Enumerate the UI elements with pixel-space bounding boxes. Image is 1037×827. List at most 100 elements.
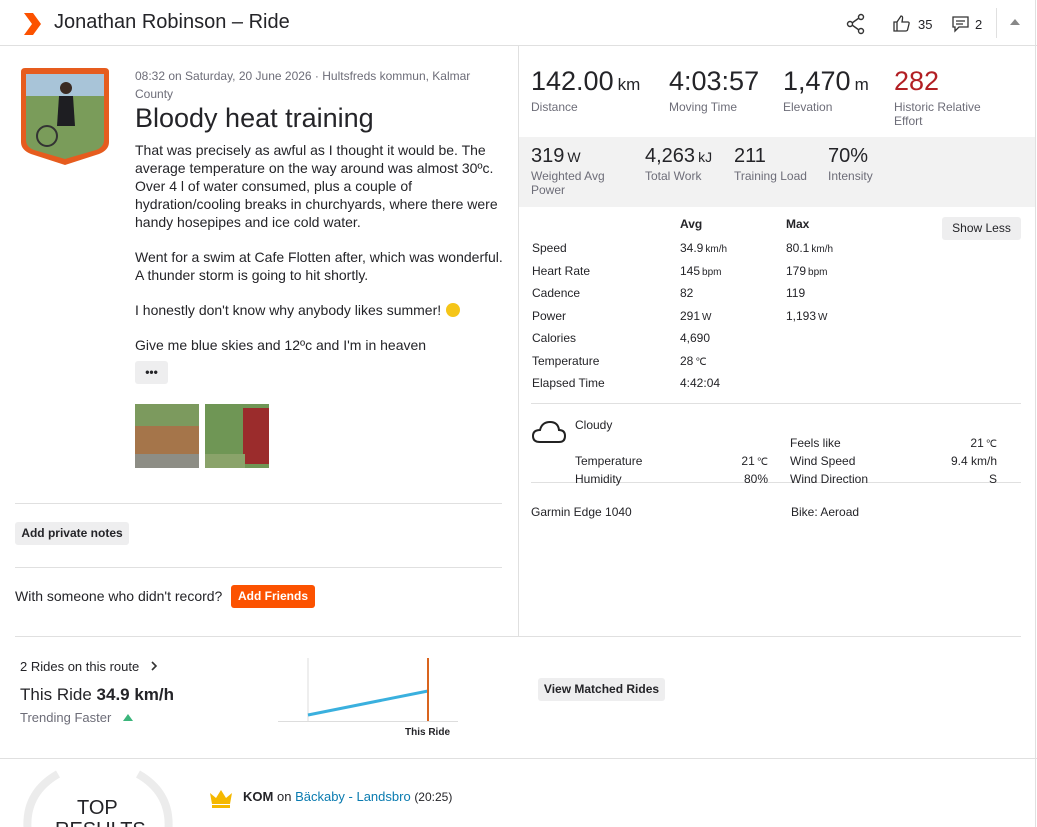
stat-label: Moving Time <box>669 100 738 114</box>
result-time: (20:25) <box>414 790 453 804</box>
athlete-avatar[interactable] <box>19 66 111 166</box>
detail-label: Elapsed Time <box>532 376 605 390</box>
comment-count[interactable]: 2 <box>975 17 983 32</box>
result-row: KOM on Bäckaby - Landsbro (20:25) <box>243 789 452 804</box>
segment-link[interactable]: Bäckaby - Landsbro <box>295 789 411 804</box>
detail-max: 1,193 W <box>786 309 827 323</box>
weather-value: S <box>989 472 997 486</box>
stat-number: 282 <box>894 66 940 96</box>
secondary-stats-band <box>519 137 1035 207</box>
weather-unit: ℃ <box>756 457 768 468</box>
divider <box>531 482 1021 483</box>
detail-label: Calories <box>532 331 577 345</box>
more-button[interactable]: ••• <box>135 361 168 384</box>
route-count[interactable]: 2 Rides on this route <box>20 659 140 674</box>
photos[interactable] <box>135 404 270 469</box>
detail-unit: W <box>818 311 828 323</box>
weather-value: 21 ℃ <box>741 454 768 468</box>
stat-value: 4:03:57 <box>669 66 759 97</box>
weather-number: S <box>988 472 997 486</box>
detail-label: Power <box>532 308 567 323</box>
detail-max: 119 <box>786 286 805 300</box>
stat-value: 4,263 kJ <box>645 145 712 168</box>
page-edge <box>1035 0 1036 827</box>
collapse-caret[interactable] <box>1010 18 1020 26</box>
toggle-button[interactable]: Show Less <box>942 217 1021 240</box>
detail-value: 82 <box>680 286 694 300</box>
stat-number: 4:03:57 <box>669 66 760 96</box>
detail-value: 4:42:04 <box>680 376 721 390</box>
detail-unit: bpm <box>702 266 722 278</box>
stat-value: 142.00 km <box>531 66 640 97</box>
trend-arrow <box>123 714 133 721</box>
bike: Bike: Aeroad <box>791 505 860 519</box>
detail-value: 4,690 <box>680 331 711 345</box>
emoji <box>446 303 461 317</box>
divider <box>531 403 1021 404</box>
stat-label: Distance <box>531 100 578 114</box>
kudos-count[interactable]: 35 <box>918 17 933 32</box>
stat-number: 142.00 <box>531 66 614 96</box>
detail-value: 145 <box>680 263 701 278</box>
detail-unit: km/h <box>705 244 728 255</box>
avg-header: Avg <box>680 217 703 231</box>
detail-avg: 82 <box>680 286 693 300</box>
description-paragraph: Went for a swim at Cafe Flotten after, w… <box>135 249 503 283</box>
detail-unit: bpm <box>808 266 828 278</box>
description-paragraph: I honestly don't know why anybody likes … <box>135 301 505 319</box>
stat-number: 211 <box>734 145 766 167</box>
matched-rides-button[interactable]: View Matched Rides <box>538 678 665 701</box>
weather-unit: ℃ <box>985 439 997 450</box>
detail-value: 1,193 <box>786 308 817 323</box>
this-ride-value: 34.9 km/h <box>96 685 175 704</box>
activity-meta: 08:32 on Saturday, 20 June 2026 · Hultsf… <box>135 69 471 101</box>
achievement: KOM <box>243 789 274 804</box>
detail-max: 179 bpm <box>786 264 827 278</box>
weather-condition: Cloudy <box>575 418 613 432</box>
private-notes-button[interactable]: Add private notes <box>15 522 129 545</box>
add-friends-button[interactable]: Add Friends <box>231 585 315 608</box>
weather-number: 80% <box>743 472 768 486</box>
stat-value: 319 W <box>531 145 581 168</box>
this-ride: This Ride 34.9 km/h <box>20 685 174 705</box>
stat-value: 211 <box>734 145 766 168</box>
description-paragraph: Give me blue skies and 12ºc and I'm in h… <box>135 337 427 353</box>
with-someone-text: With someone who didn't record? <box>15 588 223 604</box>
logo[interactable] <box>22 13 42 35</box>
stat-label: Historic Relative Effort <box>894 100 981 128</box>
weather-value: 21 ℃ <box>970 436 997 450</box>
crown-icon <box>210 790 232 808</box>
kudos-icon[interactable] <box>892 14 912 34</box>
detail-label: Speed <box>532 241 567 255</box>
detail-avg: 34.9 km/h <box>680 241 727 255</box>
detail-avg: 28 ℃ <box>680 354 707 368</box>
detail-label: Temperature <box>532 353 600 368</box>
activity-description: That was precisely as awful as I thought… <box>135 141 505 354</box>
stat-value: 70% <box>828 145 868 168</box>
weather-number: 21 <box>970 436 984 450</box>
badge-line-2: RESULTS <box>55 819 146 827</box>
stat-label: Training Load <box>734 169 807 183</box>
weather-number: 9.4 km/h <box>950 454 997 468</box>
stat-value: 1,470 m <box>783 66 869 97</box>
divider <box>15 636 1021 637</box>
share-icon[interactable] <box>845 13 867 35</box>
max-header: Max <box>786 217 810 231</box>
chevron <box>151 661 158 671</box>
weather-number: 21 <box>741 454 755 468</box>
trend: Trending Faster <box>20 710 112 725</box>
weather-icon <box>531 420 567 443</box>
weather-label: Wind Speed <box>790 454 856 468</box>
description-paragraph: That was precisely as awful as I thought… <box>135 142 498 230</box>
weather-value: 80% <box>744 472 768 486</box>
page-title: Jonathan Robinson – Ride <box>54 11 290 33</box>
device: Garmin Edge 1040 <box>531 505 632 519</box>
detail-value: 80.1 <box>786 241 810 255</box>
result-on: on <box>276 789 292 804</box>
detail-avg: 145 bpm <box>680 264 721 278</box>
description-text: I honestly don't know why anybody likes … <box>135 302 442 318</box>
weather-label: Wind Direction <box>790 472 869 486</box>
comment-icon[interactable] <box>951 15 971 33</box>
detail-value: 34.9 <box>680 241 704 255</box>
